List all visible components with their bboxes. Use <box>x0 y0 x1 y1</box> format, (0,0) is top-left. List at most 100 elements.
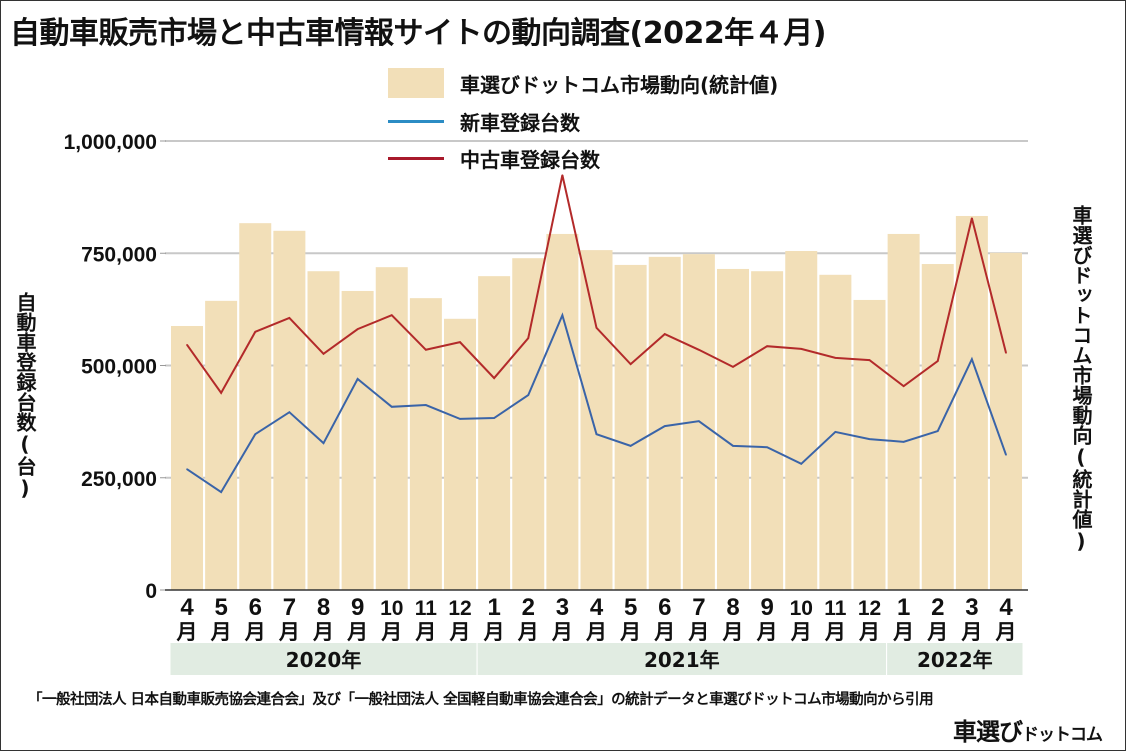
line-used-car-point-22 <box>936 360 939 362</box>
line-new-car-point-17 <box>766 446 768 449</box>
line-used-car-point-7 <box>425 348 427 351</box>
bar-market-20 <box>853 299 886 590</box>
line-new-car-point-6 <box>390 406 393 408</box>
x-tick-label-suffix: 月 <box>619 620 641 644</box>
line-new-car-point-7 <box>425 404 427 406</box>
x-tick-label-suffix: 月 <box>278 620 300 644</box>
line-used-car-point-24 <box>1005 352 1007 354</box>
bar-market-23 <box>955 215 988 590</box>
line-used-car-point-0 <box>186 344 188 346</box>
y-tick-label: 1,000,000 <box>64 131 157 154</box>
bar-market-13 <box>614 264 647 590</box>
x-tick-label-suffix: 月 <box>892 620 914 644</box>
brand-sub: ドットコム <box>1022 725 1103 745</box>
line-used-car-point-5 <box>356 328 359 330</box>
y-tick-label: 750,000 <box>81 243 157 266</box>
line-new-car-point-15 <box>698 420 700 422</box>
x-tick-label-suffix: 月 <box>176 620 198 644</box>
line-used-car-point-16 <box>732 366 734 368</box>
x-tick-label-suffix: 月 <box>653 620 675 644</box>
x-tick-label-suffix: 月 <box>995 620 1017 644</box>
line-new-car-point-23 <box>971 358 973 361</box>
line-used-car-point-21 <box>902 385 905 387</box>
brand-logo: 車選びドットコム <box>953 712 1103 747</box>
x-tick-label-month: 12 <box>448 597 471 620</box>
line-used-car-point-8 <box>459 341 461 343</box>
line-used-car-point-6 <box>390 314 393 317</box>
year-band-1 <box>477 643 886 675</box>
x-tick-label-month: 2 <box>931 594 944 621</box>
bar-market-17 <box>751 271 784 590</box>
line-used-car-point-10 <box>527 337 530 339</box>
y-axis-label-right: 車選びドットコム市場動向(統計値) <box>1069 205 1093 553</box>
x-tick-label-month: 4 <box>590 594 604 621</box>
x-tick-label-month: 10 <box>380 597 403 620</box>
bar-market-11 <box>546 233 579 590</box>
line-used-car-point-18 <box>800 348 803 350</box>
chart-title: 自動車販売市場と中古車情報サイトの動向調査(2022年４月) <box>10 16 826 51</box>
year-band-label: 2022年 <box>917 648 993 672</box>
x-tick-label-month: 1 <box>897 594 910 621</box>
legend-label-market: 車選びドットコム市場動向(統計値) <box>460 73 779 97</box>
bar-market-9 <box>478 276 511 590</box>
bar-market-18 <box>785 251 818 590</box>
x-tick-label-month: 4 <box>999 594 1013 621</box>
bar-market-12 <box>580 250 613 590</box>
line-new-car-point-19 <box>834 431 837 433</box>
x-tick-label-suffix: 月 <box>483 620 505 644</box>
line-new-car-point-22 <box>936 430 939 432</box>
line-new-car-point-8 <box>459 418 461 420</box>
x-tick-label-suffix: 月 <box>551 620 573 644</box>
legend-swatch-used-car <box>388 157 444 160</box>
bar-market-0 <box>171 325 203 590</box>
x-tick-label-suffix: 月 <box>722 620 744 644</box>
x-tick-label-month: 10 <box>790 597 813 620</box>
x-tick-label-month: 8 <box>726 594 739 621</box>
line-new-car-point-3 <box>288 411 291 413</box>
bar-market-1 <box>205 300 238 590</box>
bar-market-4 <box>307 271 340 590</box>
x-tick-label-month: 7 <box>692 594 705 621</box>
x-tick-label-suffix: 月 <box>756 620 778 644</box>
line-used-car-point-14 <box>663 333 666 335</box>
line-used-car-point-20 <box>868 359 871 361</box>
x-tick-label-month: 6 <box>249 594 262 621</box>
year-band-label: 2020年 <box>286 648 362 672</box>
x-tick-label-suffix: 月 <box>312 620 334 644</box>
x-tick-label-suffix: 月 <box>960 620 982 644</box>
bar-market-3 <box>273 230 306 591</box>
line-new-car-point-5 <box>356 378 359 380</box>
line-new-car-point-14 <box>663 425 666 427</box>
x-tick-label-month: 5 <box>624 594 637 621</box>
x-tick-label-month: 1 <box>487 594 500 621</box>
line-used-car-point-9 <box>493 377 495 379</box>
line-new-car-point-10 <box>527 394 530 396</box>
bar-market-8 <box>444 318 476 590</box>
y-tick-label: 500,000 <box>81 356 157 379</box>
legend-swatch-new-car <box>388 120 444 123</box>
bar-market-16 <box>717 268 749 590</box>
line-new-car-point-12 <box>595 433 598 435</box>
x-tick-label-suffix: 月 <box>380 620 402 644</box>
x-tick-label-suffix: 月 <box>346 620 368 644</box>
line-new-car-point-20 <box>868 438 871 440</box>
x-tick-label-month: 5 <box>214 594 227 621</box>
legend-label-used-car: 中古車登録台数 <box>460 148 600 172</box>
x-tick-label-month: 3 <box>556 594 569 621</box>
y-tick-label: 0 <box>145 580 157 603</box>
line-used-car-point-3 <box>288 317 291 319</box>
legend-label-new-car: 新車登録台数 <box>460 111 580 135</box>
x-tick-label-month: 2 <box>522 594 535 621</box>
brand-main: 車選び <box>953 718 1023 746</box>
x-tick-label-suffix: 月 <box>210 620 232 644</box>
year-band-label: 2021年 <box>644 648 720 672</box>
year-band-2 <box>887 643 1023 675</box>
line-new-car-point-13 <box>629 445 632 447</box>
line-used-car-point-11 <box>561 174 564 176</box>
x-tick-label-month: 8 <box>317 594 330 621</box>
line-new-car-point-16 <box>732 445 734 447</box>
line-new-car-point-0 <box>186 468 188 471</box>
bar-market-14 <box>648 256 681 590</box>
y-tick-label: 250,000 <box>81 468 157 491</box>
